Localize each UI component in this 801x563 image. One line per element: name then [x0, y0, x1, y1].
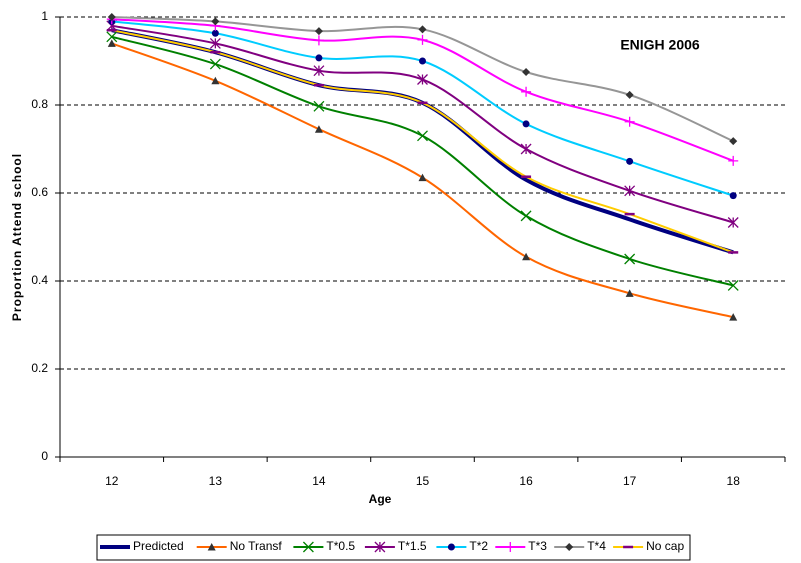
legend-item: No cap	[613, 539, 684, 553]
marker	[624, 116, 635, 127]
x-tick-label: 16	[519, 474, 533, 488]
legend-box	[96, 534, 691, 561]
marker	[625, 90, 634, 99]
legend-item: T*1.5	[364, 539, 427, 553]
y-tick-label: 1	[41, 9, 48, 23]
legend-label: T*0.5	[326, 539, 355, 553]
marker	[727, 279, 739, 291]
marker	[107, 13, 116, 21]
x-tick-label: 14	[312, 474, 326, 488]
legend-item: T*0.5	[293, 539, 355, 553]
marker	[211, 29, 219, 37]
marker	[207, 543, 216, 551]
y-tick-label: 0.8	[31, 97, 48, 111]
marker	[729, 137, 738, 146]
marker	[729, 313, 738, 321]
x-tick-label: 15	[416, 474, 430, 488]
marker	[106, 31, 118, 43]
marker	[728, 155, 739, 166]
marker	[521, 86, 532, 97]
marker	[522, 120, 530, 128]
marker	[302, 541, 314, 553]
x-tick-label: 12	[105, 474, 119, 488]
marker	[505, 542, 516, 552]
marker	[419, 57, 426, 65]
marker	[729, 192, 737, 200]
legend-item: T*4	[554, 539, 606, 553]
marker	[374, 541, 386, 553]
legend-label: T*2	[469, 539, 488, 553]
marker	[313, 100, 325, 112]
marker	[315, 54, 323, 62]
y-axis-label: Proportion Attend school	[10, 153, 24, 321]
legend-label: T*4	[587, 539, 606, 553]
marker	[209, 37, 221, 49]
marker	[520, 210, 532, 222]
y-tick-label: 0.2	[31, 361, 48, 375]
legend-label: T*1.5	[398, 539, 427, 553]
marker	[624, 185, 636, 197]
marker	[624, 253, 636, 265]
marker	[417, 130, 428, 142]
series-line	[111, 35, 734, 287]
marker	[626, 157, 634, 165]
marker	[727, 217, 739, 228]
x-tick-label: 17	[623, 474, 637, 488]
legend-item: No Transf	[196, 539, 283, 553]
legend-item: T*2	[436, 539, 488, 553]
marker	[522, 252, 531, 261]
legend-item: T*3	[495, 539, 547, 553]
legend-item: Predicted	[100, 539, 184, 553]
marker	[520, 143, 532, 155]
x-axis-label: Age	[369, 492, 392, 506]
marker	[211, 17, 220, 26]
annotation: ENIGH 2006	[620, 37, 700, 53]
marker	[447, 543, 455, 551]
y-tick-label: 0.4	[31, 273, 48, 287]
marker	[565, 543, 574, 551]
legend-label: T*3	[528, 539, 547, 553]
legend-label: Predicted	[133, 539, 184, 553]
marker	[418, 25, 427, 34]
marker	[313, 35, 324, 46]
legend-label: No Transf	[230, 539, 283, 553]
x-tick-label: 18	[727, 474, 741, 488]
marker	[313, 65, 325, 77]
marker	[209, 58, 221, 70]
marker	[211, 76, 220, 85]
marker	[625, 289, 634, 297]
marker	[418, 173, 427, 182]
y-tick-label: 0.6	[31, 185, 48, 199]
series-line	[111, 24, 734, 224]
y-tick-label: 0	[41, 449, 48, 463]
legend-label: No cap	[646, 539, 684, 553]
x-tick-label: 13	[209, 474, 223, 488]
marker	[107, 39, 116, 47]
marker	[314, 27, 323, 36]
marker	[522, 68, 531, 76]
marker	[417, 34, 428, 45]
marker	[417, 74, 428, 85]
marker	[314, 125, 323, 133]
